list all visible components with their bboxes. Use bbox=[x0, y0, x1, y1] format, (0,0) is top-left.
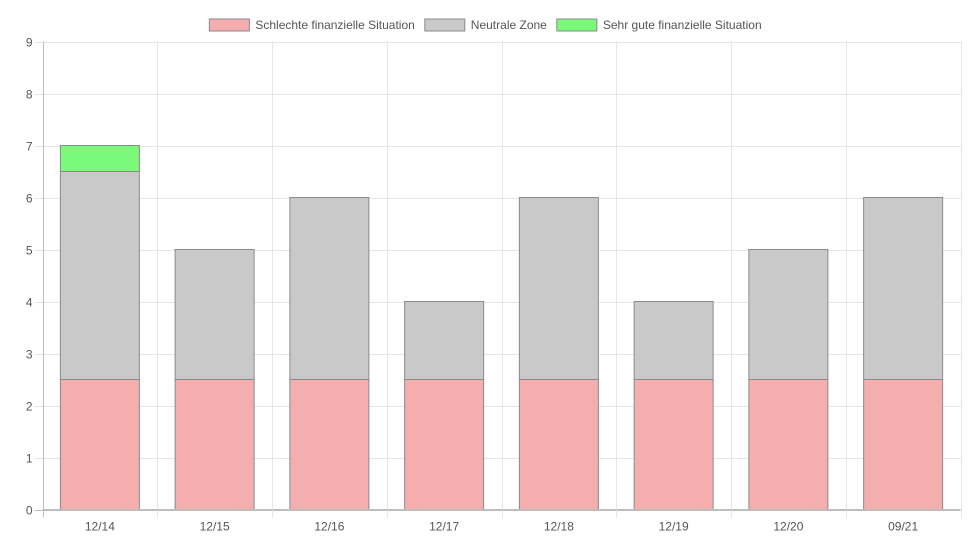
legend-item[interactable]: Schlechte finanzielle Situation bbox=[208, 18, 415, 32]
y-tick-label: 7 bbox=[26, 140, 33, 154]
tick-labels: 0 1 2 3 4 5 6 7 8 9 12/14 12/15 12/16 12/17 12/18 12/19… bbox=[26, 36, 919, 534]
legend-item[interactable]: Neutrale Zone bbox=[424, 18, 547, 32]
bar-segment[interactable] bbox=[863, 379, 944, 510]
y-tick-label: 4 bbox=[26, 296, 33, 310]
x-tick-label: 09/21 bbox=[888, 520, 918, 534]
bar-segment[interactable] bbox=[748, 249, 829, 380]
y-tick-label: 5 bbox=[26, 244, 33, 258]
bar-segment[interactable] bbox=[748, 379, 829, 510]
bar-segment[interactable] bbox=[633, 379, 714, 510]
legend-item[interactable]: Sehr gute finanzielle Situation bbox=[556, 18, 762, 32]
bar-segment[interactable] bbox=[59, 171, 140, 380]
y-tick-label: 8 bbox=[26, 88, 33, 102]
legend-swatch bbox=[208, 18, 250, 32]
x-tick-label: 12/19 bbox=[659, 520, 689, 534]
bar-segment[interactable] bbox=[633, 301, 714, 380]
legend-label: Sehr gute finanzielle Situation bbox=[603, 18, 762, 32]
x-tick-label: 12/20 bbox=[773, 520, 803, 534]
bar-segment[interactable] bbox=[174, 249, 255, 380]
x-tick-label: 12/14 bbox=[85, 520, 115, 534]
x-tick-label: 12/17 bbox=[429, 520, 459, 534]
bar-segment[interactable] bbox=[59, 145, 140, 172]
legend-swatch bbox=[556, 18, 598, 32]
x-tick-label: 12/16 bbox=[314, 520, 344, 534]
y-tick-label: 0 bbox=[26, 504, 33, 518]
bar-segment[interactable] bbox=[404, 301, 485, 380]
bar-segment[interactable] bbox=[404, 379, 485, 510]
bar-segment[interactable] bbox=[863, 197, 944, 380]
bar-segment[interactable] bbox=[174, 379, 255, 510]
x-tick-label: 12/15 bbox=[200, 520, 230, 534]
bar-segment[interactable] bbox=[518, 197, 599, 380]
y-tick-label: 3 bbox=[26, 348, 33, 362]
legend: Schlechte finanzielle Situation Neutrale … bbox=[208, 18, 762, 32]
x-tick-label: 12/18 bbox=[544, 520, 574, 534]
legend-label: Neutrale Zone bbox=[471, 18, 547, 32]
bar-segment[interactable] bbox=[59, 379, 140, 510]
y-tick-label: 1 bbox=[26, 452, 33, 466]
bar-segment[interactable] bbox=[518, 379, 599, 510]
y-tick-label: 9 bbox=[26, 36, 33, 50]
y-tick-label: 2 bbox=[26, 400, 33, 414]
y-tick-label: 6 bbox=[26, 192, 33, 206]
bars bbox=[59, 145, 944, 510]
legend-swatch bbox=[424, 18, 466, 32]
legend-label: Schlechte finanzielle Situation bbox=[255, 18, 414, 32]
bar-segment[interactable] bbox=[289, 379, 370, 510]
bar-segment[interactable] bbox=[289, 197, 370, 380]
